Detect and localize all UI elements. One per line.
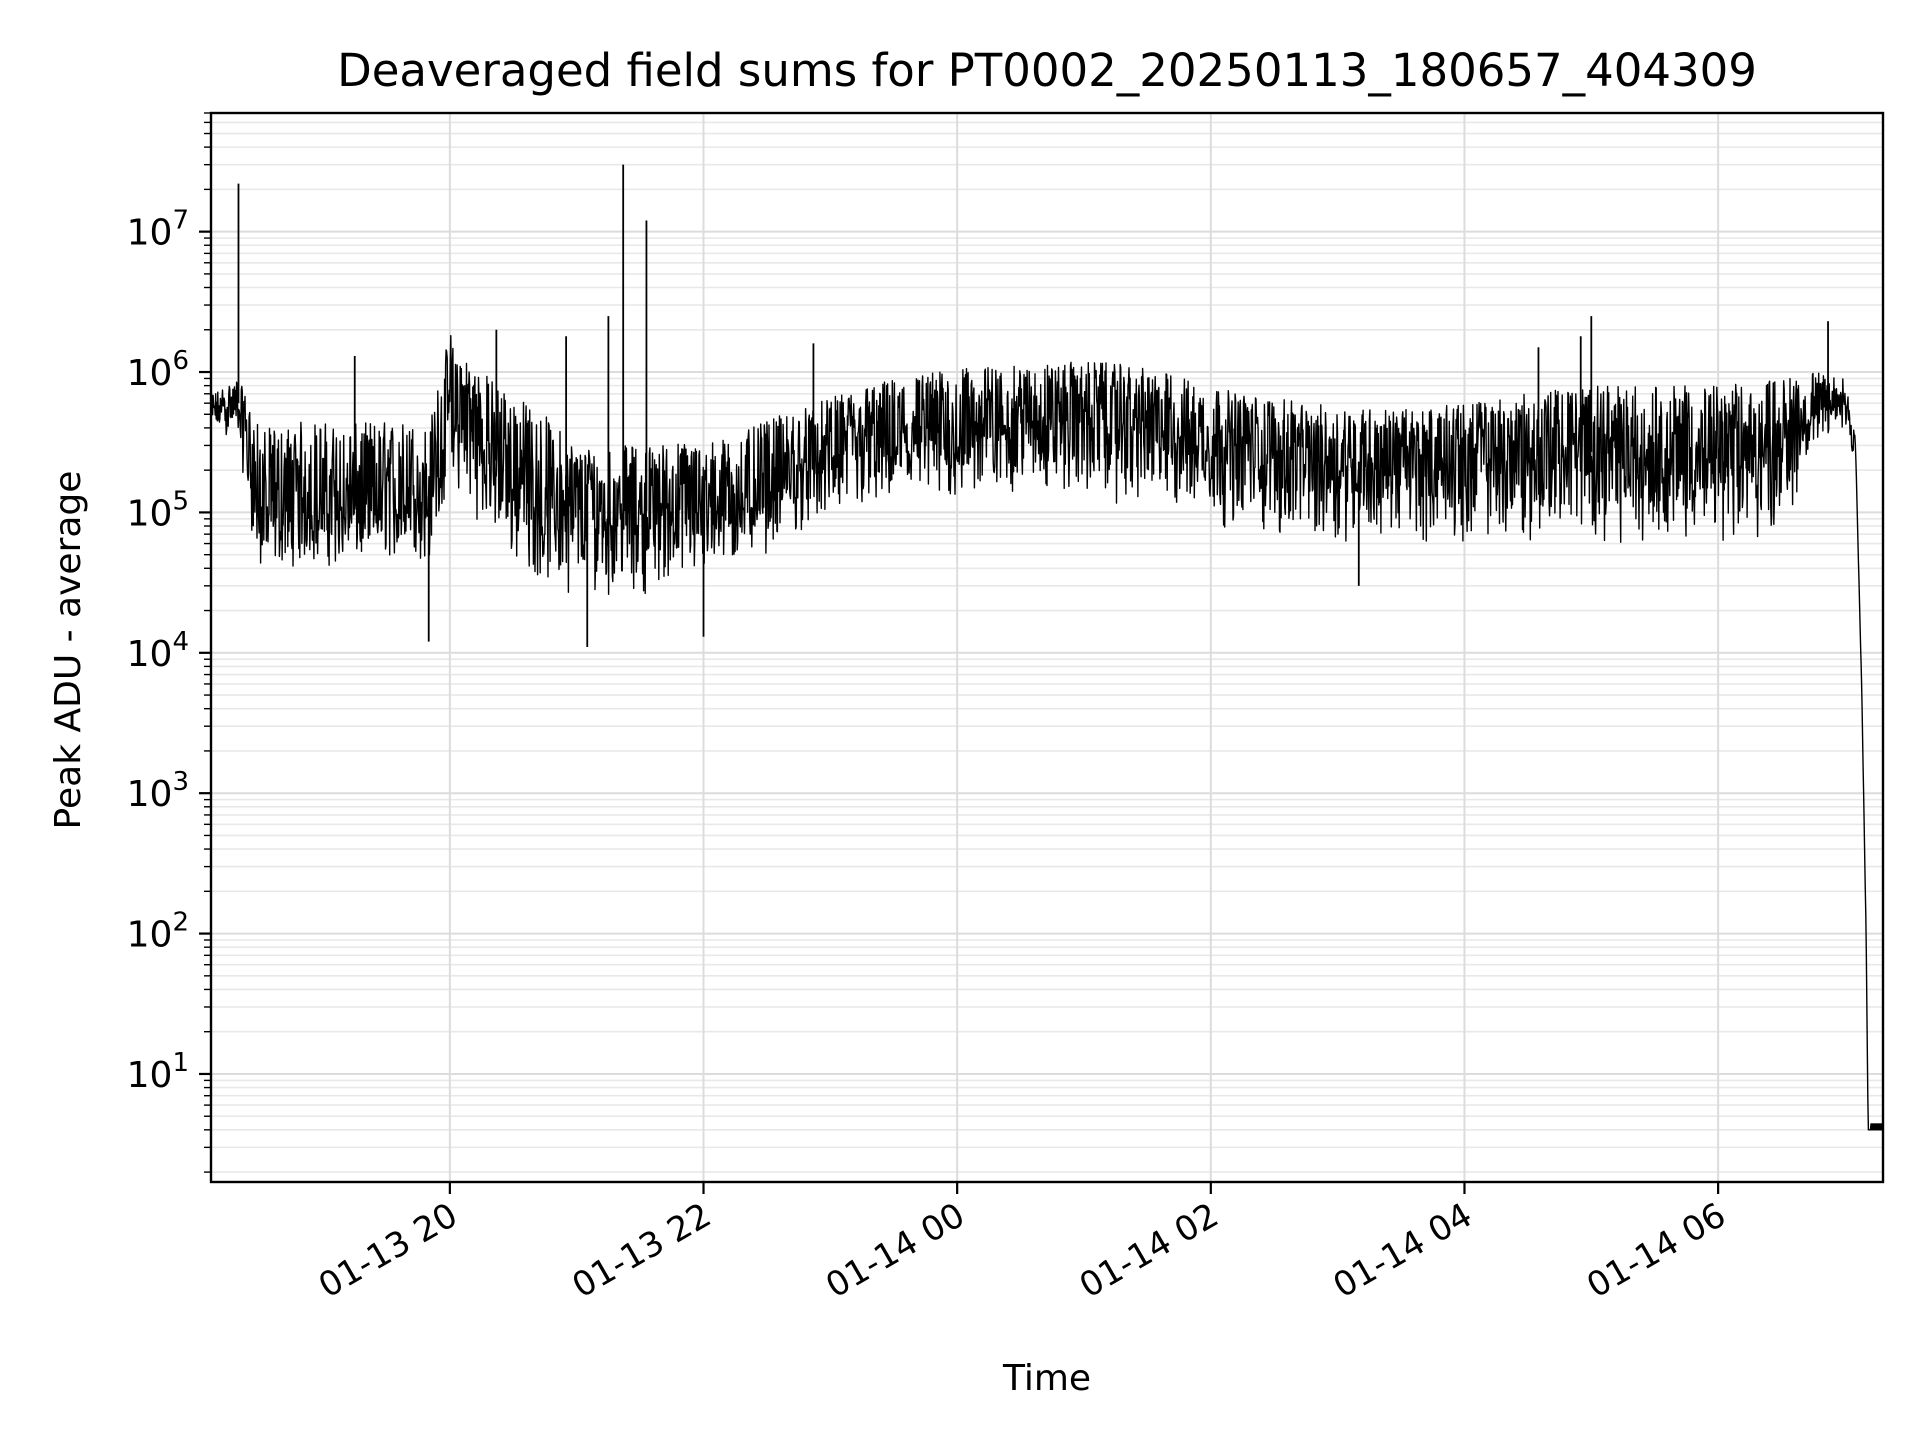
- y-tick-exponent: 3: [172, 767, 189, 797]
- series-line: [210, 335, 1884, 1131]
- y-tick-exponent: 4: [172, 627, 189, 657]
- series-layer: [210, 164, 1884, 1131]
- plot-frame: [209, 111, 1885, 1184]
- y-tick-exponent: 5: [172, 486, 189, 516]
- y-axis-label: Peak ADU - average: [48, 471, 89, 830]
- y-tick-exponent: 7: [172, 206, 189, 236]
- y-tick-exponent: 2: [172, 908, 189, 938]
- grid-layer: [211, 112, 1883, 1182]
- chart-title: Deaveraged field sums for PT0002_2025011…: [337, 44, 1757, 97]
- y-tick-exponent: 6: [172, 346, 189, 376]
- x-axis-label: Time: [1002, 1358, 1091, 1399]
- y-tick-exponent: 1: [172, 1048, 189, 1078]
